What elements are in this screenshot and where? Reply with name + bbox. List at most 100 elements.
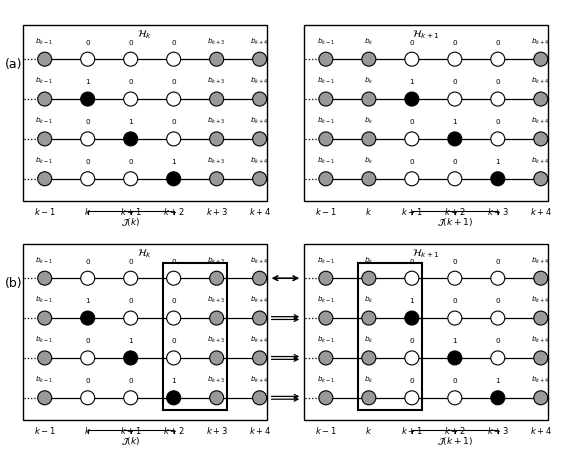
Ellipse shape [405,271,419,285]
Text: $b_{k+3}$: $b_{k+3}$ [207,36,226,47]
Text: $b_{k-1}$: $b_{k-1}$ [316,116,335,126]
Text: $b_{k+3}$: $b_{k+3}$ [207,255,226,266]
Ellipse shape [362,351,376,365]
Text: $k+1$: $k+1$ [120,206,141,217]
Ellipse shape [448,311,462,325]
Text: $k+3$: $k+3$ [206,425,228,436]
Text: $0$: $0$ [409,157,415,166]
Text: $b_{k-1}$: $b_{k-1}$ [35,255,54,266]
Ellipse shape [534,351,548,365]
Text: $b_{k+4}$: $b_{k+4}$ [532,36,550,47]
Text: $b_{k+4}$: $b_{k+4}$ [250,335,269,345]
Ellipse shape [37,172,52,186]
Ellipse shape [491,311,505,325]
Text: $b_{k+3}$: $b_{k+3}$ [207,375,226,385]
Ellipse shape [166,351,181,365]
Text: $\mathcal{H}_{k+1}$: $\mathcal{H}_{k+1}$ [412,28,440,41]
Bar [304,25,548,201]
Ellipse shape [81,132,95,146]
Ellipse shape [124,52,137,66]
Ellipse shape [491,351,505,365]
Ellipse shape [81,172,95,186]
Ellipse shape [534,271,548,285]
Text: $0$: $0$ [452,38,458,47]
Text: $b_{k+4}$: $b_{k+4}$ [250,116,269,126]
Ellipse shape [319,311,333,325]
Ellipse shape [166,391,181,405]
Ellipse shape [253,271,266,285]
Text: $k$: $k$ [365,425,373,436]
Text: $b_{k-1}$: $b_{k-1}$ [316,295,335,306]
Ellipse shape [81,52,95,66]
Ellipse shape [210,271,224,285]
Ellipse shape [253,351,266,365]
Ellipse shape [405,52,419,66]
Bar [163,263,227,411]
Text: $0$: $0$ [128,376,133,385]
Ellipse shape [534,311,548,325]
Ellipse shape [124,172,137,186]
Text: $b_k$: $b_k$ [364,116,374,126]
Text: $b_{k+4}$: $b_{k+4}$ [250,295,269,306]
Ellipse shape [319,271,333,285]
Text: $1$: $1$ [409,77,415,87]
Ellipse shape [81,271,95,285]
Text: $1$: $1$ [170,157,177,166]
Ellipse shape [534,132,548,146]
Text: $\mathcal{J}(k+1)$: $\mathcal{J}(k+1)$ [437,216,473,228]
Text: $0$: $0$ [452,257,458,266]
Text: $0$: $0$ [85,376,91,385]
Text: $b_{k+4}$: $b_{k+4}$ [532,116,550,126]
Ellipse shape [534,52,548,66]
Ellipse shape [491,132,505,146]
Ellipse shape [37,311,52,325]
Text: $b_{k+4}$: $b_{k+4}$ [250,36,269,47]
Ellipse shape [448,92,462,106]
Ellipse shape [166,52,181,66]
Text: $k+2$: $k+2$ [163,206,185,217]
Text: $b_{k-1}$: $b_{k-1}$ [35,156,54,166]
Ellipse shape [124,132,137,146]
Text: $k-1$: $k-1$ [315,425,337,436]
Text: $0$: $0$ [495,336,501,345]
Ellipse shape [124,311,137,325]
Text: $b_{k+4}$: $b_{k+4}$ [532,335,550,345]
Ellipse shape [166,311,181,325]
Text: $b_{k-1}$: $b_{k-1}$ [316,36,335,47]
Text: $1$: $1$ [128,117,133,126]
Ellipse shape [448,391,462,405]
Text: $0$: $0$ [452,296,458,306]
Ellipse shape [81,351,95,365]
Text: $b_{k+4}$: $b_{k+4}$ [532,375,550,385]
Text: $0$: $0$ [170,77,177,87]
Ellipse shape [491,52,505,66]
Text: $k+2$: $k+2$ [444,206,466,217]
Ellipse shape [362,172,376,186]
Ellipse shape [37,92,52,106]
Text: $0$: $0$ [495,77,501,87]
Text: $k+4$: $k+4$ [530,206,552,217]
Text: $b_{k-1}$: $b_{k-1}$ [316,76,335,87]
Text: $0$: $0$ [452,157,458,166]
Text: $k$: $k$ [84,206,91,217]
Text: $0$: $0$ [409,336,415,345]
Text: $k+3$: $k+3$ [206,206,228,217]
Text: $\mathcal{J}(k)$: $\mathcal{J}(k)$ [121,216,140,228]
Ellipse shape [405,311,419,325]
Ellipse shape [210,52,224,66]
Text: $0$: $0$ [495,117,501,126]
Text: $0$: $0$ [128,38,133,47]
Text: $k$: $k$ [84,425,91,436]
Ellipse shape [362,271,376,285]
Text: $1$: $1$ [85,296,91,306]
Ellipse shape [405,92,419,106]
Text: $k+3$: $k+3$ [487,425,509,436]
Text: $b_k$: $b_k$ [364,295,374,306]
Text: $b_{k-1}$: $b_{k-1}$ [316,255,335,266]
Text: $k+4$: $k+4$ [249,206,270,217]
Text: $0$: $0$ [170,257,177,266]
Text: $k+1$: $k+1$ [120,425,141,436]
Text: $1$: $1$ [409,296,415,306]
Ellipse shape [319,132,333,146]
Ellipse shape [362,52,376,66]
